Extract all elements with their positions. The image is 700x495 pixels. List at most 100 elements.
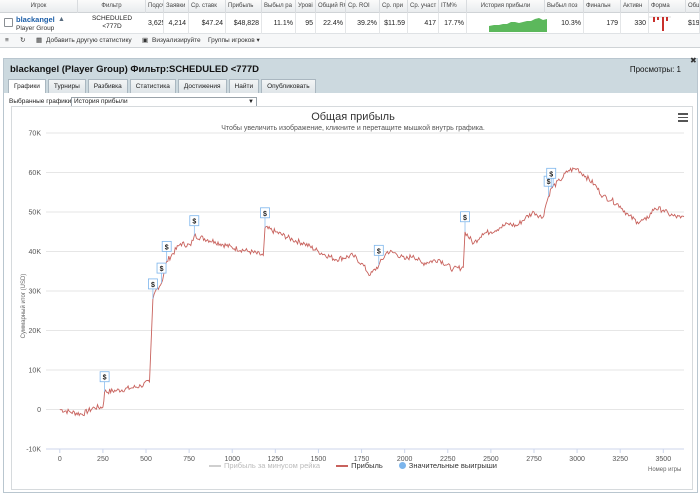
marker-flag bbox=[148, 278, 158, 290]
legend-label: Прибыль bbox=[351, 460, 383, 470]
marker-flag bbox=[260, 207, 270, 219]
tab-2[interactable]: Разбивка bbox=[87, 79, 128, 93]
column-header[interactable]: Финальн bbox=[584, 0, 621, 13]
chart-subtitle: Чтобы увеличить изображение, кликните и … bbox=[221, 125, 485, 132]
table-cell: 39.2% bbox=[346, 13, 380, 34]
column-header[interactable]: Общ bbox=[686, 0, 700, 13]
chart-selector-value: История прибыли bbox=[74, 98, 128, 105]
column-header[interactable]: Ср. ставк bbox=[189, 0, 226, 13]
y-tick-label: 10K bbox=[29, 368, 42, 375]
marker-flag bbox=[546, 167, 557, 179]
y-tick-label: 20K bbox=[29, 328, 42, 335]
grid-toolbar: ≡ ↻ ▦ Добавить другую статистику ▣ Визуа… bbox=[0, 35, 700, 47]
table-cell: 95 bbox=[296, 13, 316, 34]
column-header[interactable]: Ср. участ bbox=[408, 0, 439, 13]
stats-grid: Игрок Фильтр Подсч Заявки Ср. ставк Прибыль Вы… bbox=[0, 0, 700, 48]
tab-1[interactable]: Турниры bbox=[47, 79, 86, 93]
tab-5[interactable]: Найти bbox=[228, 79, 260, 93]
refresh-icon[interactable]: ↻ bbox=[20, 37, 26, 44]
tab-3[interactable]: Статистика bbox=[129, 79, 176, 93]
table-cell: 4,214 bbox=[164, 13, 189, 34]
close-icon[interactable]: ✖ bbox=[690, 56, 697, 65]
column-header[interactable]: Фильтр bbox=[78, 0, 146, 13]
legend-item[interactable]: Значительные выигрыши bbox=[398, 460, 497, 470]
chart-menu-icon[interactable] bbox=[678, 113, 688, 122]
column-header[interactable]: Заявки bbox=[164, 0, 189, 13]
legend-swatch bbox=[209, 464, 222, 467]
chart-title: Общая прибыль bbox=[311, 111, 395, 123]
marker-label: $ bbox=[377, 248, 381, 255]
column-header[interactable]: Активн bbox=[621, 0, 649, 13]
table-cell: $19 bbox=[686, 13, 700, 34]
x-tick-label: 500 bbox=[140, 456, 152, 463]
column-header[interactable]: История прибыли bbox=[467, 0, 545, 13]
table-cell: 11.1% bbox=[262, 13, 296, 34]
column-header[interactable]: ITM% bbox=[439, 0, 467, 13]
panel-tabs: Графики Турниры Разбивка Статистика Достижен… bbox=[8, 79, 318, 93]
column-header[interactable]: Выбыл поз bbox=[545, 0, 584, 13]
legend-swatch bbox=[398, 462, 406, 470]
table-row[interactable]: blackangel ▲ Player Group SCHEDULED <777… bbox=[0, 13, 700, 34]
marker-label: $ bbox=[103, 375, 107, 382]
column-header[interactable]: Выбыл ра bbox=[262, 0, 296, 13]
tab-4[interactable]: Достижения bbox=[177, 79, 227, 93]
column-header[interactable]: Общий RC bbox=[316, 0, 346, 13]
row-checkbox[interactable] bbox=[4, 18, 13, 27]
player-panel: blackangel (Player Group) Фильтр:SCHEDUL… bbox=[3, 58, 698, 493]
profit-history-sparkline bbox=[489, 18, 547, 32]
column-header[interactable]: Ср. ROI bbox=[346, 0, 380, 13]
add-stat-icon: ▦ bbox=[36, 37, 43, 44]
table-cell: $47.24 bbox=[189, 13, 226, 34]
table-cell: $48,828 bbox=[226, 13, 262, 34]
table-cell: $11.59 bbox=[380, 13, 408, 34]
column-header[interactable]: Урові bbox=[296, 0, 316, 13]
player-groups-dropdown[interactable]: Группы игроков ▾ bbox=[208, 36, 260, 46]
column-header[interactable]: Форма bbox=[649, 0, 686, 13]
views-counter: Просмотры: 1 bbox=[629, 65, 681, 74]
x-tick-label: 2000 bbox=[397, 456, 413, 463]
player-info-icon[interactable]: ▲ bbox=[58, 16, 65, 23]
profit-chart[interactable]: -10K 0 10K 20K 30K 40K 50K 60K 70K 0 250 500 750 1000… bbox=[12, 107, 694, 491]
filter-value: SCHEDULED <777D bbox=[80, 15, 144, 31]
marker-label: $ bbox=[192, 219, 196, 226]
table-cell: 17.7% bbox=[439, 13, 467, 34]
column-header[interactable]: Подсч bbox=[146, 0, 164, 13]
marker-flag bbox=[189, 215, 200, 227]
legend-item[interactable]: Прибыль за минусом рейка bbox=[209, 461, 320, 470]
column-header[interactable]: Прибыль bbox=[226, 0, 262, 13]
player-group-label: Player Group bbox=[16, 25, 55, 32]
marker-flag bbox=[161, 240, 172, 252]
visualize-button[interactable]: Визуализируйте bbox=[152, 37, 201, 44]
legend-label: Значительные выигрыши bbox=[408, 460, 497, 470]
player-name-link[interactable]: blackangel bbox=[16, 15, 55, 24]
column-header[interactable]: Игрок bbox=[0, 0, 78, 13]
player-groups-label: Группы игроков bbox=[208, 37, 255, 44]
marker-label: $ bbox=[263, 211, 267, 218]
table-cell: 417 bbox=[408, 13, 439, 34]
table-cell: 330 bbox=[621, 13, 649, 34]
chart-area[interactable]: -10K 0 10K 20K 30K 40K 50K 60K 70K 0 250 500 750 1000… bbox=[11, 106, 693, 490]
x-tick-label: 2750 bbox=[526, 456, 542, 463]
chevron-down-icon: ▼ bbox=[248, 99, 254, 105]
table-cell: 10.3% bbox=[545, 13, 584, 34]
add-stat-button[interactable]: Добавить другую статистику bbox=[46, 37, 132, 44]
x-tick-label: 250 bbox=[97, 456, 109, 463]
y-tick-label: 40K bbox=[29, 249, 42, 256]
legend-item[interactable]: Прибыль bbox=[336, 461, 383, 470]
form-chart bbox=[649, 16, 671, 31]
x-tick-label: 3000 bbox=[569, 456, 585, 463]
x-tick-label: 2500 bbox=[483, 456, 499, 463]
column-header[interactable]: Ср. при bbox=[380, 0, 408, 13]
chart-icon: ▣ bbox=[142, 37, 149, 44]
y-tick-label: 30K bbox=[29, 289, 42, 296]
tab-0[interactable]: Графики bbox=[8, 79, 46, 93]
marker-flag bbox=[99, 371, 110, 383]
chevron-down-icon: ▾ bbox=[256, 37, 260, 44]
filter-line-2: <777D bbox=[102, 23, 122, 30]
legend-swatch bbox=[336, 464, 349, 467]
grid-header-row: Игрок Фильтр Подсч Заявки Ср. ставк Прибыль Вы… bbox=[0, 0, 700, 13]
table-cell: 3,625 bbox=[146, 13, 164, 34]
x-tick-label: 3500 bbox=[656, 456, 672, 463]
menu-icon[interactable]: ≡ bbox=[5, 37, 9, 44]
tab-6[interactable]: Опубликовать bbox=[261, 79, 316, 93]
